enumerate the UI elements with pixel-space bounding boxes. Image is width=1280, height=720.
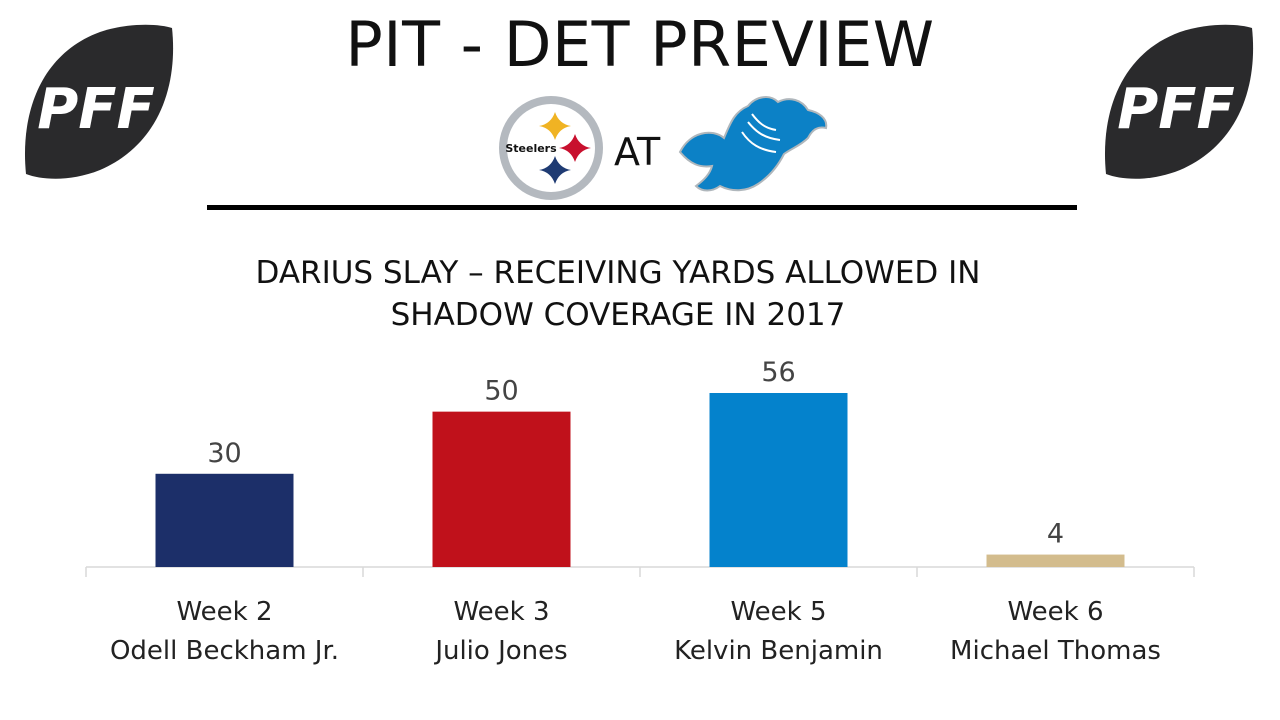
data-label: 4 (1047, 519, 1064, 550)
matchup-row: Steelers AT (0, 88, 1280, 200)
tick-label-player: Kelvin Benjamin (674, 636, 883, 666)
hypocycloid-gold (539, 112, 571, 140)
header-divider (207, 205, 1077, 210)
chart-title-line-1: DARIUS SLAY – RECEIVING YARDS ALLOWED IN (255, 255, 981, 291)
hypocycloid-red (559, 134, 591, 162)
tick-label-player: Odell Beckham Jr. (110, 636, 339, 666)
data-label: 50 (484, 376, 518, 407)
pff-logo-text: PFF (1117, 77, 1235, 142)
pff-logo-text: PFF (37, 77, 155, 142)
at-label: AT (614, 130, 661, 174)
bar-week-3 (432, 411, 571, 567)
tick-label-week: Week 2 (176, 597, 272, 627)
tick-label-week: Week 6 (1007, 597, 1103, 627)
tick-label-week: Week 3 (453, 597, 549, 627)
pff-logo-right: PFF (1104, 24, 1254, 179)
steelers-wordmark: Steelers (505, 142, 557, 155)
chart-title-line-2: SHADOW COVERAGE IN 2017 (390, 297, 846, 333)
hypocycloid-blue (539, 156, 571, 184)
lion-mane-lines (741, 113, 781, 153)
page-title: PIT - DET PREVIEW (345, 8, 935, 81)
pff-logo-left: PFF (24, 24, 174, 179)
bar-week-5 (709, 393, 848, 567)
football-shape (24, 24, 174, 179)
data-label: 56 (761, 357, 795, 388)
football-shape (1104, 24, 1254, 179)
tick-label-week: Week 5 (730, 597, 826, 627)
steelers-logo: Steelers (499, 96, 603, 200)
tick-label-player: Michael Thomas (950, 636, 1161, 666)
chart-title: DARIUS SLAY – RECEIVING YARDS ALLOWED IN… (0, 252, 1236, 336)
data-label: 30 (207, 438, 241, 469)
bar-week-2 (155, 473, 294, 567)
tick-label-player: Julio Jones (433, 636, 567, 666)
bar-week-6 (986, 554, 1125, 567)
lions-logo (678, 96, 828, 192)
